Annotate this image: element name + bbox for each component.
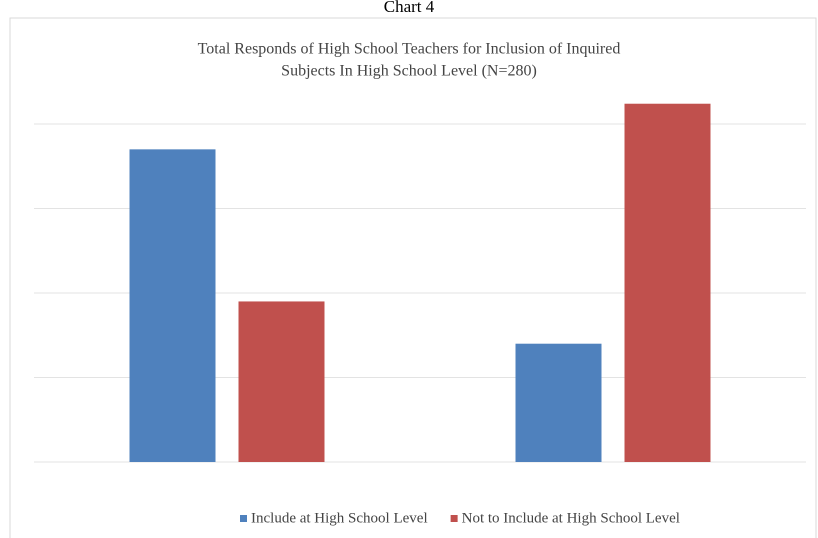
legend-label: Include at High School Level <box>251 510 428 526</box>
chart-subtitle: Subjects In High School Level (N=280) <box>281 63 537 80</box>
legend-swatch <box>450 515 458 522</box>
bar <box>238 301 325 462</box>
caption: Chart 4 <box>384 0 435 16</box>
chart-title: Total Responds of High School Teachers f… <box>198 41 621 58</box>
bar <box>129 149 216 462</box>
bar <box>624 103 711 462</box>
bar <box>515 343 602 462</box>
legend-label: Not to Include at High School Level <box>462 510 680 526</box>
legend-swatch <box>240 515 247 522</box>
